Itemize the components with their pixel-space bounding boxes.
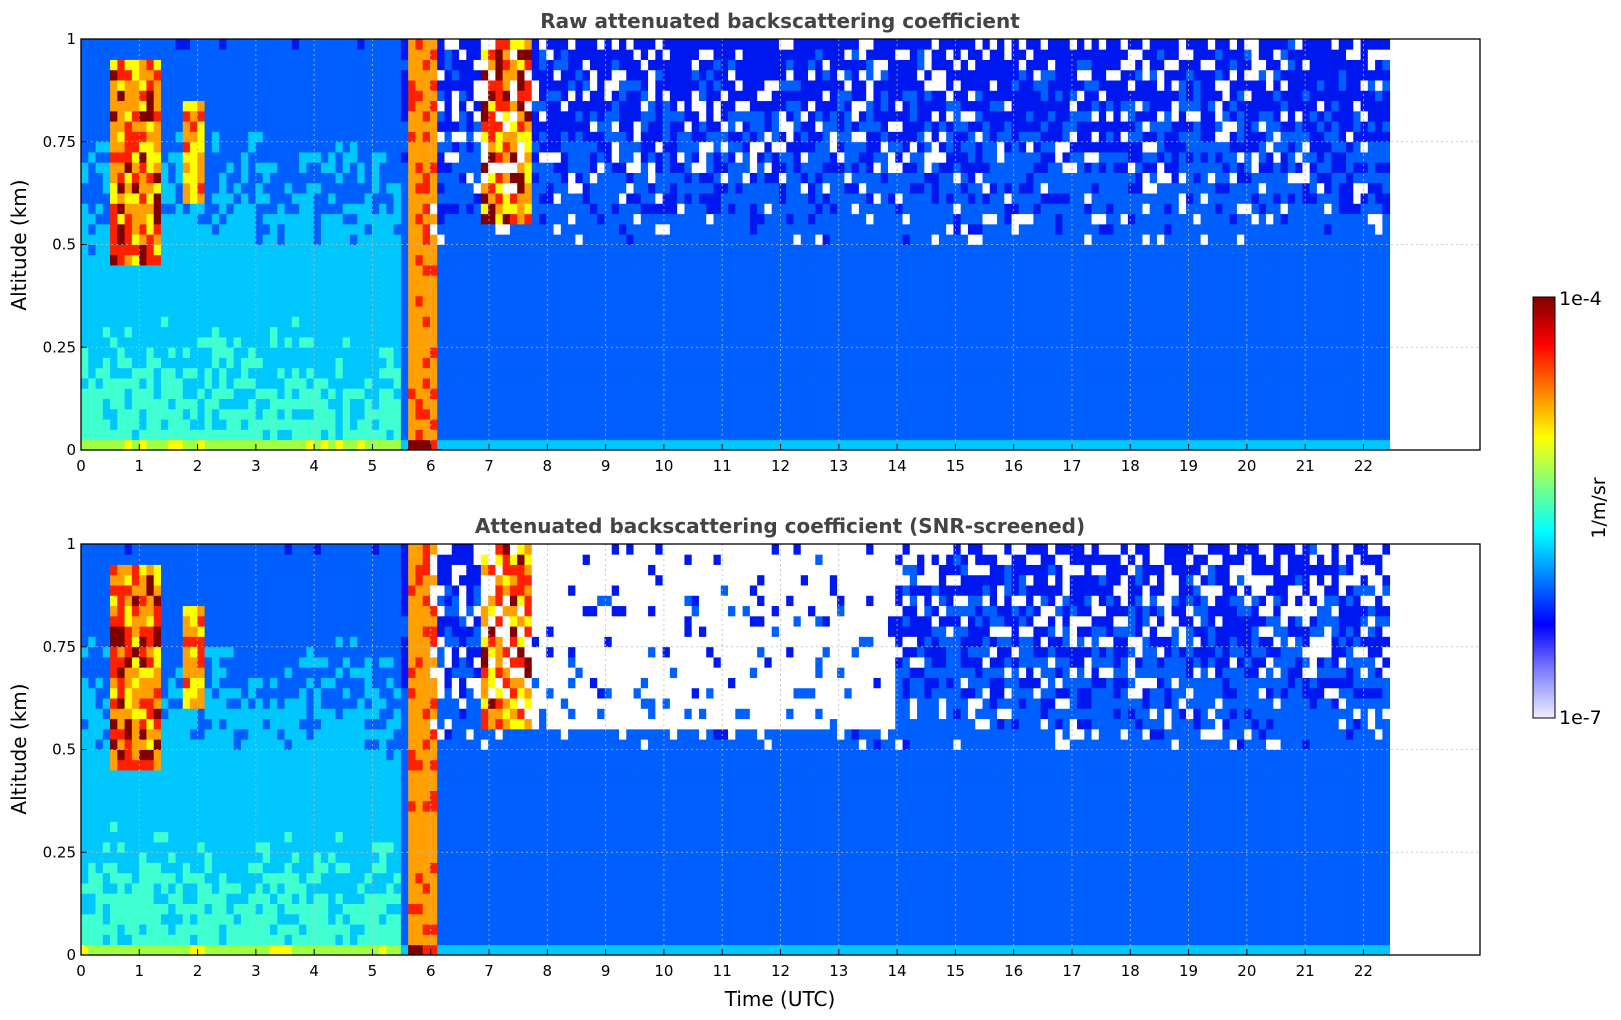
raw-x-tick-label: 12	[771, 457, 790, 475]
screened-x-tick-label: 6	[426, 962, 436, 980]
raw-x-tick-label: 8	[543, 457, 553, 475]
raw-x-tick-label: 11	[713, 457, 732, 475]
screened-x-tick-label: 5	[368, 962, 378, 980]
raw-y-tick-label: 1	[66, 30, 76, 48]
raw-x-tick-label: 2	[193, 457, 203, 475]
screened-x-tick-label: 8	[543, 962, 553, 980]
raw-x-tick-label: 17	[1062, 457, 1081, 475]
raw-x-tick-label: 6	[426, 457, 436, 475]
colorbar-max-label: 1e-4	[1559, 288, 1602, 310]
raw-x-tick-label: 18	[1121, 457, 1140, 475]
screened-x-tick-label: 7	[484, 962, 494, 980]
screened-x-tick-label: 9	[601, 962, 611, 980]
raw-x-tick-label: 5	[368, 457, 378, 475]
panel-screened-heatmap	[81, 544, 1391, 955]
colorbar: 1e-4 1e-7 1/m/sr	[1532, 288, 1610, 729]
screened-x-tick-label: 10	[654, 962, 673, 980]
raw-y-tick-label: 0.75	[43, 133, 76, 151]
panel-screened-x-label: Time (UTC)	[724, 987, 836, 1011]
raw-x-tick-label: 4	[309, 457, 319, 475]
screened-x-tick-label: 20	[1237, 962, 1256, 980]
screened-y-tick-label: 1	[66, 535, 76, 553]
raw-x-tick-label: 16	[1004, 457, 1023, 475]
panel-raw-y-ticks: 0 0.25 0.5 0.75 1	[43, 30, 87, 459]
colorbar-ramp	[1532, 296, 1556, 719]
screened-x-tick-label: 2	[193, 962, 203, 980]
screened-x-tick-label: 12	[771, 962, 790, 980]
raw-x-tick-label: 22	[1354, 457, 1373, 475]
raw-y-tick-label: 0	[66, 441, 76, 459]
raw-y-tick-label: 0.5	[52, 236, 76, 254]
screened-x-tick-label: 18	[1121, 962, 1140, 980]
raw-x-tick-label: 0	[76, 457, 86, 475]
raw-x-tick-label: 13	[829, 457, 848, 475]
panel-raw: Raw attenuated backscattering coefficien…	[7, 9, 1481, 475]
screened-y-tick-label: 0.25	[43, 843, 76, 861]
raw-x-tick-label: 9	[601, 457, 611, 475]
panel-raw-heatmap	[81, 39, 1391, 450]
panel-screened-x-ticks: 0 1 2 3 4 5 6 7 8 9 10 11 12 13 14 15 16 17 18 19 20 21 22	[76, 949, 1373, 980]
screened-y-tick-label: 0	[66, 946, 76, 964]
panel-raw-x-ticks: 0 1 2 3 4 5 6 7 8 9 10 11 12 13 14 15 16 17 18 19 20 21 22	[76, 444, 1373, 475]
screened-x-tick-label: 4	[309, 962, 319, 980]
screened-x-tick-label: 19	[1179, 962, 1198, 980]
screened-x-tick-label: 17	[1062, 962, 1081, 980]
raw-y-tick-label: 0.25	[43, 338, 76, 356]
panel-screened: Attenuated backscattering coefficient (S…	[7, 514, 1481, 1011]
raw-x-tick-label: 21	[1296, 457, 1315, 475]
colorbar-unit-label: 1/m/sr	[1588, 477, 1610, 538]
panel-screened-y-label: Altitude (km)	[7, 683, 31, 814]
raw-x-tick-label: 15	[946, 457, 965, 475]
screened-x-tick-label: 14	[888, 962, 907, 980]
screened-x-tick-label: 15	[946, 962, 965, 980]
screened-y-tick-label: 0.5	[52, 741, 76, 759]
panel-screened-y-ticks: 0 0.25 0.5 0.75 1	[43, 535, 87, 964]
screened-x-tick-label: 1	[135, 962, 145, 980]
raw-x-tick-label: 1	[135, 457, 145, 475]
screened-x-tick-label: 16	[1004, 962, 1023, 980]
raw-x-tick-label: 7	[484, 457, 494, 475]
screened-x-tick-label: 13	[829, 962, 848, 980]
panel-screened-title: Attenuated backscattering coefficient (S…	[475, 514, 1085, 538]
screened-x-tick-label: 0	[76, 962, 86, 980]
panel-raw-y-label: Altitude (km)	[7, 179, 31, 310]
raw-x-tick-label: 10	[654, 457, 673, 475]
screened-y-tick-label: 0.75	[43, 638, 76, 656]
raw-x-tick-label: 19	[1179, 457, 1198, 475]
screened-x-tick-label: 3	[251, 962, 261, 980]
screened-x-tick-label: 22	[1354, 962, 1373, 980]
screened-x-tick-label: 21	[1296, 962, 1315, 980]
raw-x-tick-label: 3	[251, 457, 261, 475]
raw-x-tick-label: 20	[1237, 457, 1256, 475]
raw-x-tick-label: 14	[888, 457, 907, 475]
colorbar-min-label: 1e-7	[1559, 707, 1602, 729]
screened-x-tick-label: 11	[713, 962, 732, 980]
panel-raw-title: Raw attenuated backscattering coefficien…	[540, 9, 1020, 33]
